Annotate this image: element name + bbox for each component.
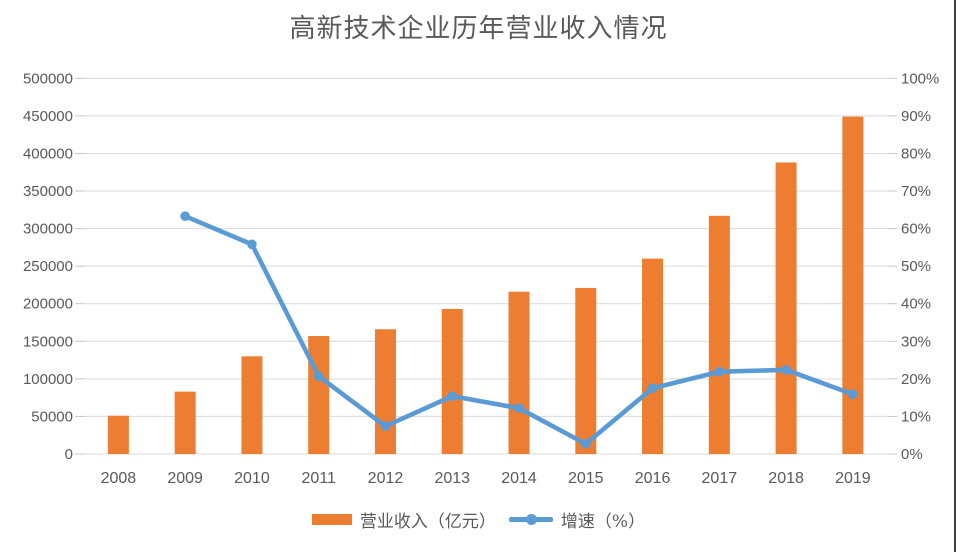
x-axis-label-2008: 2008 (101, 470, 137, 487)
legend-label-growth: 增速（%） (560, 512, 646, 532)
bar-2014 (508, 291, 530, 454)
bar-2012 (374, 329, 396, 454)
growth-marker-2012 (380, 421, 391, 431)
right-axis-tick-label: 100% (901, 70, 939, 87)
growth-marker-2013 (447, 391, 458, 401)
x-axis-label-2012: 2012 (368, 470, 404, 487)
bar-2018 (775, 162, 797, 455)
growth-marker-2010 (247, 239, 257, 250)
left-axis-tick-label: 50000 (31, 408, 73, 425)
left-axis-tick-label: 150000 (23, 333, 73, 350)
right-axis-tick-label: 0% (901, 446, 923, 463)
bar-2009 (174, 391, 196, 454)
right-axis-tick-label: 60% (901, 221, 931, 238)
growth-marker-2019 (848, 389, 858, 400)
chart-legend: 营业收入（亿元） 增速（%） (0, 507, 957, 532)
bar-2010 (241, 356, 263, 454)
legend-label-revenue: 营业收入（亿元） (359, 512, 496, 532)
right-axis-tick-label: 90% (901, 108, 931, 125)
left-axis-tick-label: 300000 (23, 221, 73, 238)
chart-title: 高新技术企业历年营业收入情况 (289, 14, 668, 44)
growth-marker-2011 (313, 371, 324, 382)
right-axis-tick-label: 50% (901, 258, 931, 275)
legend-line-swatch-icon (508, 514, 553, 525)
x-axis-label-2017: 2017 (702, 470, 738, 487)
right-axis-tick-label: 10% (901, 408, 931, 425)
x-axis-label-2019: 2019 (835, 470, 871, 487)
legend-item-growth: 增速（%） (508, 507, 646, 532)
bar-2017 (708, 215, 730, 454)
growth-marker-2014 (514, 403, 524, 413)
left-axis-tick-label: 400000 (23, 145, 73, 162)
x-axis-label-2016: 2016 (635, 470, 671, 487)
right-axis-tick-label: 70% (901, 183, 931, 200)
growth-marker-2015 (580, 439, 591, 449)
growth-marker-2016 (647, 383, 658, 394)
right-axis-tick-label: 40% (901, 296, 931, 313)
axis-tick-marks (75, 77, 897, 455)
left-axis-tick-label: 500000 (23, 70, 73, 87)
bar-2016 (642, 258, 664, 454)
legend-bar-swatch-icon (311, 514, 352, 525)
growth-line-series (180, 211, 858, 449)
left-axis-tick-label: 0 (65, 446, 73, 463)
right-axis-tick-label: 30% (901, 333, 931, 350)
growth-marker-2009 (180, 211, 190, 221)
left-axis-tick-label: 100000 (23, 371, 73, 388)
x-axis-label-2015: 2015 (568, 470, 604, 487)
revenue-bars (107, 116, 864, 455)
page-right-border (954, 0, 956, 552)
right-axis-tick-label: 20% (901, 371, 931, 388)
right-axis-tick-label: 80% (901, 145, 931, 162)
legend-item-revenue: 营业收入（亿元） (311, 507, 496, 532)
x-axis-label-2013: 2013 (434, 470, 470, 487)
growth-marker-2018 (781, 365, 791, 375)
bar-2015 (575, 287, 597, 454)
left-axis-tick-label: 200000 (23, 296, 73, 313)
bar-2008 (107, 415, 129, 454)
x-axis-label-2014: 2014 (501, 470, 537, 487)
bar-2011 (308, 336, 330, 454)
bar-2013 (441, 308, 463, 454)
gridlines (85, 77, 888, 455)
x-axis-labels: 2008 2009 2010 2011 2012 2013 2014 2015 2016 2017… (101, 470, 871, 487)
growth-marker-2017 (714, 366, 725, 377)
x-axis-label-2011: 2011 (302, 470, 337, 487)
left-axis-labels: 0 50000 100000 150000 200000 250000 300000 3500… (23, 70, 73, 463)
left-axis-tick-label: 450000 (23, 108, 73, 125)
x-axis-label-2018: 2018 (768, 470, 804, 487)
bar-2019 (842, 116, 864, 454)
right-axis-labels: 0% 10% 20% 30% 40% 50% 60% 70% 80% 90% 100% (901, 70, 939, 463)
legend-line-marker-dot (525, 514, 537, 525)
x-axis-label-2010: 2010 (234, 470, 270, 487)
left-axis-tick-label: 350000 (23, 183, 73, 200)
left-axis-tick-label: 250000 (23, 258, 73, 275)
x-axis-label-2009: 2009 (167, 470, 203, 487)
